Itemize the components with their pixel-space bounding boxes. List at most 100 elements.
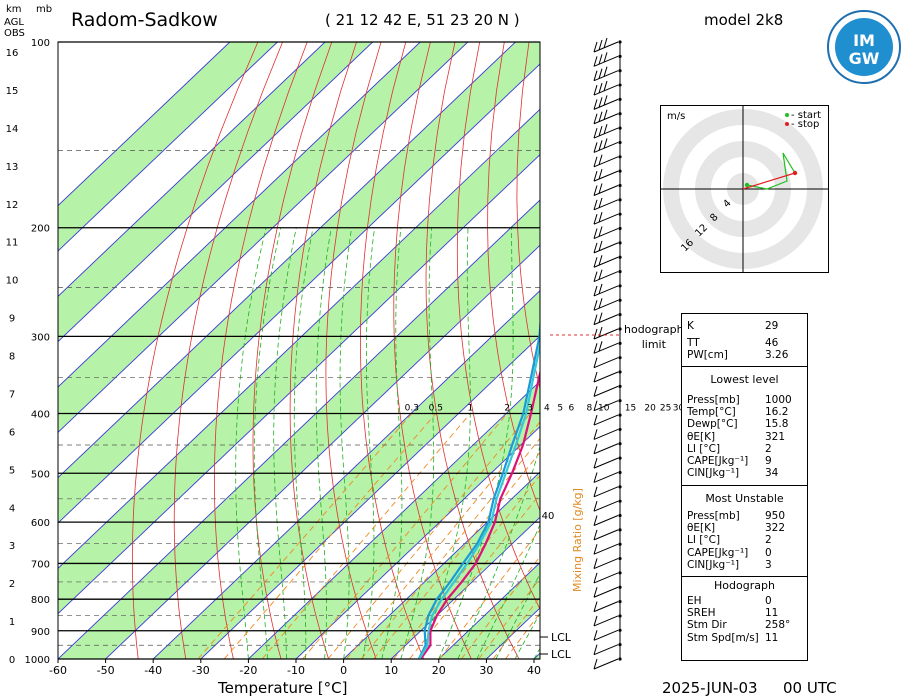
mixing-ratio-line bbox=[460, 555, 540, 659]
barb-feather bbox=[593, 501, 598, 512]
wind-barb bbox=[593, 644, 619, 656]
barb-feather bbox=[593, 285, 598, 297]
mixing-ratio-line bbox=[492, 596, 540, 659]
barb-shaft bbox=[593, 371, 619, 383]
barb-feather bbox=[593, 371, 598, 383]
wind-barb bbox=[593, 558, 619, 570]
pressure-label: 700 bbox=[31, 559, 50, 570]
barb-shaft bbox=[593, 486, 619, 498]
barb-feather bbox=[598, 154, 603, 165]
wind-barb bbox=[593, 312, 619, 326]
hodograph-title: Hodograph bbox=[714, 579, 775, 592]
wind-barb bbox=[593, 371, 619, 383]
mixing-ratio-line bbox=[439, 528, 540, 659]
idx-pw-val: 3.26 bbox=[765, 349, 789, 361]
barb-dot bbox=[618, 69, 622, 73]
barb-dot bbox=[618, 40, 622, 44]
moist-adiabat bbox=[419, 227, 471, 659]
wind-barb bbox=[593, 500, 619, 512]
barb-shaft bbox=[593, 285, 619, 297]
barb-feather bbox=[603, 109, 608, 120]
mu-key: LI [°C] bbox=[687, 534, 721, 547]
height-label: 8 bbox=[9, 352, 15, 363]
axes: 1002003004005006007008009001000012345678… bbox=[6, 38, 584, 677]
mb-label: mb bbox=[36, 4, 53, 15]
barb-feather bbox=[593, 170, 598, 182]
barb-feather bbox=[593, 472, 598, 483]
moist-adiabat bbox=[495, 572, 540, 659]
barb-dot bbox=[618, 413, 622, 417]
height-label: 2 bbox=[9, 579, 15, 590]
lowest-val: 34 bbox=[765, 467, 779, 480]
height-label: 12 bbox=[6, 200, 19, 211]
mixing-ratio-line bbox=[302, 413, 508, 659]
hodo-val: 258° bbox=[765, 619, 791, 632]
barb-feather bbox=[593, 228, 598, 239]
barb-feather bbox=[603, 123, 608, 135]
barb-dot bbox=[618, 269, 622, 274]
date-label: 2025-JUN-03 bbox=[662, 679, 758, 697]
km-label: km bbox=[6, 4, 22, 15]
lowest-val: 15.8 bbox=[765, 418, 789, 431]
obs-label: OBS bbox=[4, 28, 25, 39]
mu-val: 322 bbox=[765, 522, 786, 535]
mu-key: CAPE[Jkg⁻¹] bbox=[687, 546, 749, 559]
barb-shaft bbox=[593, 629, 619, 641]
height-label: 7 bbox=[9, 389, 15, 400]
barb-shaft bbox=[593, 428, 619, 440]
wind-barb bbox=[593, 615, 619, 627]
barb-dot bbox=[618, 427, 622, 432]
barb-dot bbox=[618, 198, 622, 202]
mixing-ratio-line bbox=[360, 437, 540, 659]
barb-feather bbox=[598, 168, 603, 180]
wind-barb bbox=[593, 154, 619, 168]
wind-barb bbox=[593, 472, 619, 483]
barb-feather bbox=[598, 197, 603, 208]
barb-feather bbox=[593, 515, 598, 526]
isotherm bbox=[58, 42, 469, 433]
wind-barb bbox=[593, 269, 619, 283]
mixing-ratio-label: 10 bbox=[598, 403, 610, 413]
barb-dot bbox=[618, 112, 622, 116]
barb-shaft bbox=[593, 141, 619, 153]
barb-dot bbox=[618, 399, 622, 403]
barb-dot bbox=[618, 499, 622, 503]
mixing-ratio-line bbox=[223, 413, 437, 659]
height-label: 9 bbox=[9, 314, 15, 325]
hodo-val: 0 bbox=[765, 595, 772, 607]
barb-feather bbox=[593, 572, 598, 584]
profile-temperature bbox=[419, 368, 540, 659]
mixing-ratio-line bbox=[409, 493, 540, 659]
wind-barb bbox=[593, 197, 619, 211]
barb-shaft bbox=[593, 314, 619, 326]
barb-dot bbox=[618, 341, 622, 345]
mixing-ratio-label: 30 bbox=[673, 403, 685, 413]
isotherm bbox=[58, 42, 421, 388]
barb-feather bbox=[598, 226, 603, 237]
wind-barb bbox=[593, 138, 619, 153]
hodograph-panel: m/s - start - stop 4 8 12 16 bbox=[660, 105, 829, 273]
barb-feather bbox=[593, 400, 598, 411]
temp-band bbox=[58, 109, 540, 614]
hodo-key: Stm Dir bbox=[687, 619, 727, 632]
isotherm bbox=[248, 380, 540, 659]
barb-feather bbox=[593, 414, 598, 426]
agl-label: AGL bbox=[4, 17, 24, 28]
x-tick-label: -60 bbox=[49, 664, 67, 677]
height-label: 5 bbox=[9, 465, 15, 476]
isotherm-40-label: 40 bbox=[542, 511, 555, 522]
barb-dot bbox=[618, 298, 622, 302]
time-label: 00 UTC bbox=[783, 679, 837, 697]
barb-shaft bbox=[593, 586, 619, 598]
x-tick-label: -10 bbox=[287, 664, 305, 677]
mu-key: θE[K] bbox=[687, 522, 716, 535]
barb-dot bbox=[618, 140, 622, 145]
hodograph-limit-label: hodograph limit bbox=[624, 323, 684, 351]
height-label: 4 bbox=[9, 503, 15, 514]
barb-shaft bbox=[593, 271, 619, 283]
mu-key: Press[mb] bbox=[687, 510, 740, 522]
wind-barb bbox=[593, 240, 619, 254]
barb-shaft bbox=[593, 414, 619, 426]
barb-feather bbox=[593, 615, 598, 627]
barb-feather bbox=[598, 283, 603, 295]
